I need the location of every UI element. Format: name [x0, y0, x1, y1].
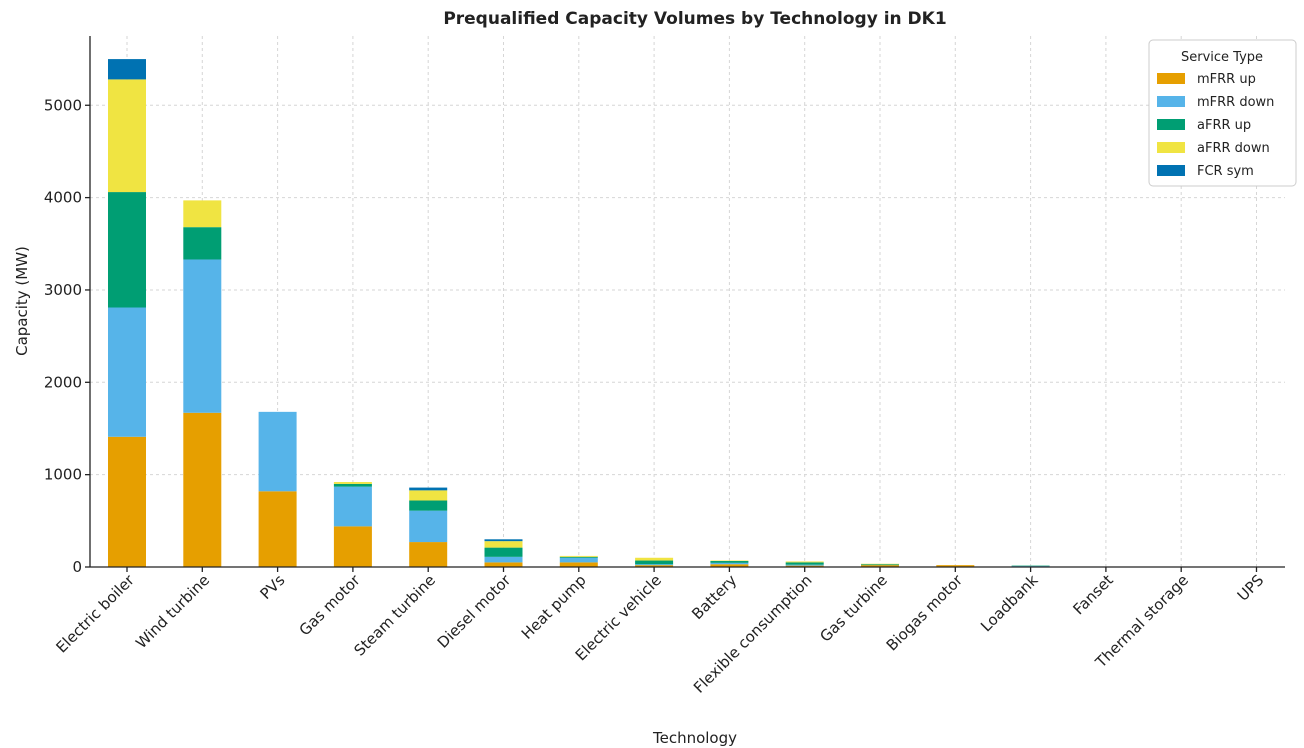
- legend: Service Type mFRR up mFRR down aFRR up aFRR…: [1148, 39, 1297, 187]
- legend-swatch: [1157, 142, 1185, 153]
- bars: [108, 59, 1050, 568]
- bar-segment: [861, 565, 899, 567]
- x-tick-label: Gas motor: [296, 571, 365, 640]
- legend-swatch: [1157, 73, 1185, 84]
- bar-segment: [333, 483, 372, 487]
- bar-segment: [409, 487, 448, 491]
- x-tick-label: Steam turbine: [351, 571, 440, 660]
- bar-segment: [183, 200, 222, 228]
- x-tick-label: Electric boiler: [52, 571, 138, 657]
- y-tick-label: 0: [72, 558, 82, 576]
- bar-segment: [108, 307, 146, 437]
- bar-segment: [183, 412, 222, 567]
- legend-label: FCR sym: [1197, 164, 1254, 179]
- bar-segment: [861, 564, 899, 566]
- bar-segment: [183, 227, 222, 260]
- bar-segment: [108, 79, 146, 193]
- legend-title: Service Type: [1181, 50, 1263, 65]
- x-tick-label: Fanset: [1069, 571, 1116, 618]
- bar-segment: [183, 259, 222, 413]
- bar-segment: [333, 486, 372, 527]
- legend-swatch: [1157, 119, 1185, 130]
- bar-segment: [635, 560, 674, 565]
- bar-segment: [484, 547, 523, 557]
- bar-segment: [258, 411, 297, 492]
- y-ticks: 0 1000 2000 3000 4000 5000: [44, 96, 90, 576]
- x-tick-label: Biogas motor: [883, 571, 967, 655]
- bar-segment: [936, 565, 975, 567]
- y-tick-label: 4000: [44, 189, 82, 207]
- legend-label: mFRR down: [1197, 95, 1274, 110]
- bar-segment: [710, 562, 749, 565]
- y-tick-label: 2000: [44, 373, 82, 391]
- x-tick-label: PVs: [257, 571, 289, 603]
- x-tick-label: Battery: [688, 571, 740, 623]
- bar-segment: [333, 482, 372, 484]
- bar-segment: [635, 565, 674, 567]
- y-tick-label: 3000: [44, 281, 82, 299]
- bar-segment: [1011, 565, 1050, 567]
- x-tick-label: Wind turbine: [132, 571, 213, 652]
- bar-segment: [861, 563, 899, 565]
- bar-segment: [785, 565, 824, 567]
- bar-segment: [785, 564, 824, 566]
- bar-segment: [409, 500, 448, 511]
- legend-label: mFRR up: [1197, 72, 1256, 87]
- bar-segment: [559, 562, 598, 567]
- bar-segment: [559, 555, 598, 557]
- legend-swatch: [1157, 165, 1185, 176]
- bar-segment: [484, 556, 523, 563]
- bar-segment: [409, 542, 448, 567]
- x-tick-label: Diesel motor: [434, 571, 515, 652]
- legend-label: aFRR down: [1197, 141, 1270, 156]
- chart-title: Prequalified Capacity Volumes by Technol…: [443, 9, 946, 29]
- bar-segment: [108, 436, 146, 567]
- bar-segment: [635, 557, 674, 561]
- y-tick-label: 1000: [44, 466, 82, 484]
- bar-segment: [785, 562, 824, 565]
- bar-segment: [710, 560, 749, 563]
- x-tick-label: Heat pump: [518, 571, 590, 643]
- bar-segment: [484, 541, 523, 548]
- x-tick-label: UPS: [1234, 571, 1268, 605]
- bar-segment: [333, 526, 372, 567]
- bar-segment: [409, 490, 448, 501]
- bar-segment: [108, 192, 146, 308]
- bar-segment: [1011, 566, 1050, 567]
- x-tick-label: Gas turbine: [816, 571, 891, 646]
- bar-segment: [409, 510, 448, 543]
- bar-segment: [785, 561, 824, 563]
- legend-items: mFRR up mFRR down aFRR up aFRR down FCR sym: [1157, 72, 1274, 179]
- bar-segment: [710, 560, 749, 562]
- x-axis-label: Technology: [652, 729, 737, 747]
- y-tick-label: 5000: [44, 96, 82, 114]
- legend-swatch: [1157, 96, 1185, 107]
- legend-box: [1148, 39, 1297, 187]
- x-tick-label: Loadbank: [977, 571, 1041, 635]
- bar-segment: [484, 562, 523, 567]
- bar-segment: [258, 491, 297, 567]
- bar-segment: [710, 564, 749, 567]
- bar-segment: [484, 539, 523, 542]
- legend-label: aFRR up: [1197, 118, 1251, 133]
- bar-segment: [108, 59, 146, 80]
- bar-segment: [635, 564, 674, 566]
- y-axis-label: Capacity (MW): [13, 246, 31, 356]
- bar-segment: [559, 557, 598, 563]
- bar-segment: [559, 556, 598, 558]
